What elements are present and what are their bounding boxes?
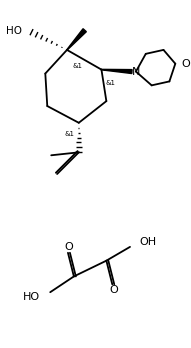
Text: O: O bbox=[181, 59, 190, 69]
Text: &1: &1 bbox=[105, 80, 115, 86]
Text: &1: &1 bbox=[65, 130, 75, 137]
Text: HO: HO bbox=[6, 26, 22, 36]
Polygon shape bbox=[67, 29, 86, 50]
Polygon shape bbox=[101, 69, 132, 73]
Text: OH: OH bbox=[140, 237, 157, 247]
Text: &1: &1 bbox=[73, 63, 83, 69]
Text: O: O bbox=[109, 285, 118, 295]
Text: O: O bbox=[65, 242, 73, 252]
Text: HO: HO bbox=[23, 292, 40, 302]
Text: N: N bbox=[132, 66, 140, 77]
